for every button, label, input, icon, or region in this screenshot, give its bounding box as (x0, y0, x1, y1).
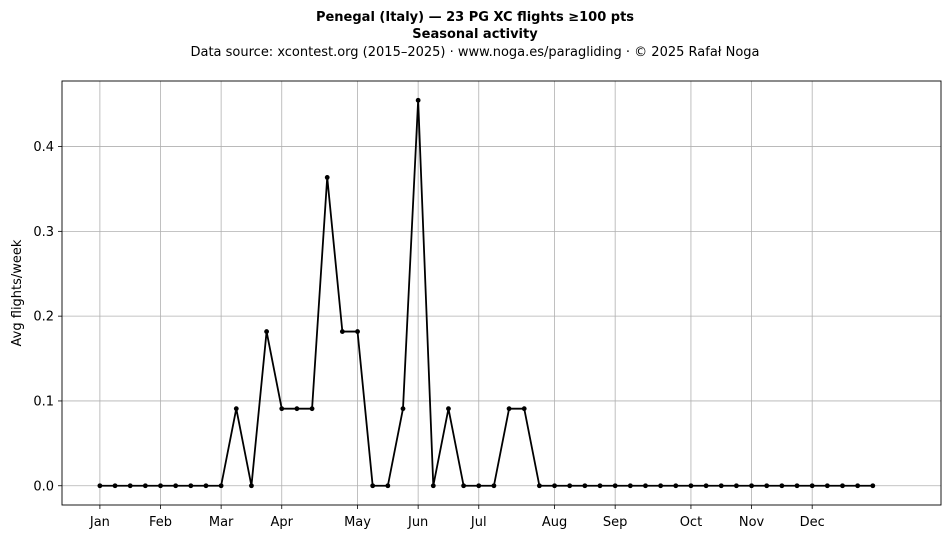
data-point (446, 406, 451, 412)
data-point (370, 483, 376, 489)
x-tick-label: Jun (407, 515, 428, 530)
grid-layer (62, 81, 941, 505)
data-point (385, 483, 391, 489)
data-point (430, 483, 436, 489)
x-tick-label: Jul (470, 515, 487, 530)
y-tick-label: 0.1 (33, 394, 54, 409)
data-point (870, 483, 876, 489)
chart-subtitle: Seasonal activity (412, 27, 538, 42)
data-point (688, 483, 694, 489)
data-point (339, 329, 345, 334)
data-point (794, 483, 800, 489)
data-point (764, 483, 770, 489)
x-tick-label: Nov (739, 515, 765, 530)
data-point (249, 483, 254, 489)
data-point (536, 483, 542, 489)
data-point (294, 406, 300, 412)
y-axis-label: Avg flights/week (10, 239, 25, 346)
x-tick-label: Apr (271, 515, 294, 530)
data-point (97, 483, 103, 489)
data-point (703, 483, 709, 489)
x-tick-label: Feb (149, 515, 172, 530)
data-point (643, 483, 648, 489)
data-point (567, 483, 573, 489)
x-tick-label: Aug (542, 515, 567, 530)
y-tick-label: 0.2 (33, 310, 54, 325)
x-tick-label: Sep (603, 515, 628, 530)
y-tick-label: 0.4 (33, 140, 54, 155)
data-point (597, 483, 603, 489)
data-point (718, 483, 724, 489)
data-point (112, 483, 118, 489)
data-point (779, 483, 785, 489)
data-point (673, 483, 679, 489)
data-point (279, 406, 285, 412)
data-point (582, 483, 588, 489)
x-tick-label: May (344, 515, 371, 530)
data-point (461, 483, 467, 489)
data-point (264, 329, 269, 334)
data-point (158, 483, 163, 489)
data-point (521, 406, 527, 412)
data-point (840, 483, 845, 489)
plot-frame (61, 80, 942, 506)
x-tick-label: Dec (800, 515, 825, 530)
x-tick-label: Mar (209, 515, 234, 530)
data-point (127, 483, 133, 489)
data-point (552, 483, 557, 489)
chart-source-line: Data source: xcontest.org (2015–2025) · … (190, 45, 759, 60)
data-point (309, 406, 315, 412)
data-point (400, 406, 406, 412)
data-point (855, 483, 861, 489)
data-point (734, 483, 739, 489)
series-line (99, 99, 873, 487)
data-point (203, 483, 209, 489)
data-point (749, 483, 754, 489)
ticks-layer: Jan Feb Mar Apr May Jun Jul Aug Sep Oct Nov Dec 0.0 0… (33, 140, 824, 530)
x-tick-label: Oct (680, 515, 702, 530)
y-tick-label: 0.0 (33, 479, 54, 494)
data-point (809, 483, 815, 489)
data-point (612, 483, 618, 489)
data-point (233, 406, 239, 412)
data-point (324, 175, 330, 180)
data-point (173, 483, 179, 489)
data-point (188, 483, 194, 489)
chart-title: Penegal (Italy) — 23 PG XC flights ≥100 … (316, 10, 634, 25)
data-point (506, 406, 512, 412)
series-layer (97, 97, 876, 489)
data-point (491, 483, 497, 489)
y-tick-label: 0.3 (33, 225, 54, 240)
data-point (627, 483, 633, 489)
data-point (415, 97, 421, 103)
data-point (218, 483, 224, 489)
data-point (476, 483, 482, 489)
data-point (824, 483, 830, 489)
data-point (355, 329, 360, 334)
data-point (142, 483, 148, 489)
x-tick-label: Jan (89, 515, 110, 530)
data-point (658, 483, 664, 489)
